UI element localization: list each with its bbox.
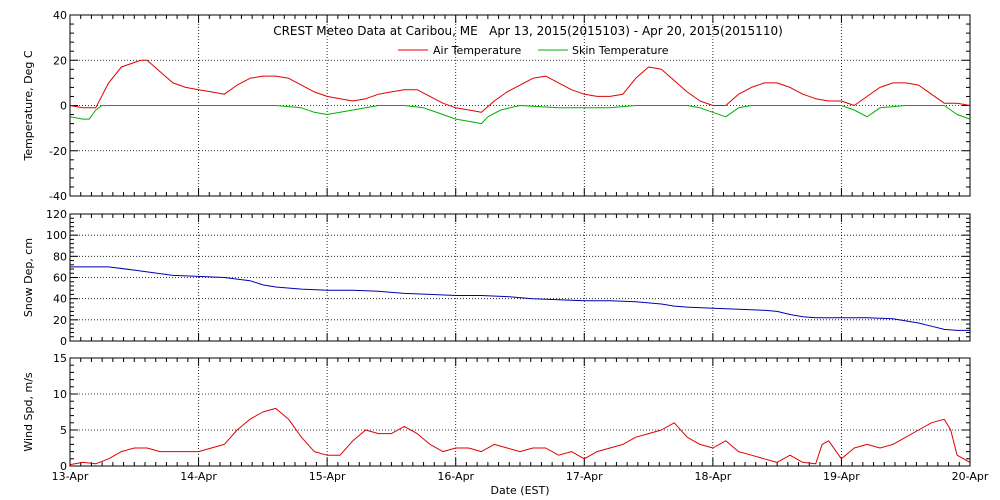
panel-0: -40 -20 0 20 40 Temperature, Deg C (22, 9, 971, 203)
x-tick-label-13-apr: 13-Apr (52, 470, 89, 483)
panel-2-frame (69, 357, 971, 467)
panel-1-ytick-label-1: 20 (53, 314, 67, 327)
panel-0-ytick-label-0: -40 (49, 190, 67, 203)
x-tick-label-20-apr: 20-Apr (952, 470, 989, 483)
panel-0-frame (69, 14, 971, 197)
chart-title: CREST Meteo Data at Caribou, ME Apr 13, … (273, 24, 783, 38)
panel-1: 0 20 40 60 80 100 120 Snow Dep, cm (22, 208, 971, 348)
panel-2: 0 5 10 15 Wind Spd, m/s (22, 352, 971, 473)
x-tick-labels: 13-Apr 14-Apr 15-Apr 16-Apr 17-Apr 18-Apr 19-A… (52, 470, 989, 483)
panel-1-ytick-label-3: 60 (53, 272, 67, 285)
x-tick-label-15-apr: 15-Apr (309, 470, 346, 483)
x-tick-label-16-apr: 16-Apr (437, 470, 474, 483)
panel-0-ytick-label-2: 0 (60, 100, 67, 113)
panel-2-ytick-label-1: 5 (60, 424, 67, 437)
x-tick-label-17-apr: 17-Apr (566, 470, 603, 483)
panel-0-ytick-label-3: 20 (53, 54, 67, 67)
panel-1-ytick-label-0: 0 (60, 335, 67, 348)
panel-2-ytick-label-2: 10 (53, 388, 67, 401)
panel-1-ytick-label-2: 40 (53, 293, 67, 306)
panel-0-ytick-label-4: 40 (53, 9, 67, 22)
panel-1-series-0-line (70, 266, 970, 331)
legend-label-air-temperature: Air Temperature (433, 44, 522, 57)
panel-2-series-0-line (69, 407, 971, 466)
panel-2-ytick-label-3: 15 (53, 352, 67, 365)
panel-1-ytick-label-4: 80 (53, 250, 67, 263)
panel-0-ytick-label-1: -20 (49, 145, 67, 158)
panel-0-y-axis-title: Temperature, Deg C (22, 50, 35, 161)
legend: Air Temperature Skin Temperature (398, 44, 669, 57)
x-tick-label-18-apr: 18-Apr (694, 470, 731, 483)
x-tick-label-14-apr: 14-Apr (180, 470, 217, 483)
panel-1-ytick-label-6: 120 (46, 208, 67, 221)
panel-2-y-axis-title: Wind Spd, m/s (22, 372, 35, 452)
x-tick-label-19-apr: 19-Apr (823, 470, 860, 483)
x-axis-title: Date (EST) (490, 484, 549, 497)
panels-layer: -40 -20 0 20 40 Temperature, Deg C 0 20 40 60 80 10… (22, 9, 971, 473)
panel-1-y-axis-title: Snow Dep, cm (22, 238, 35, 317)
legend-label-skin-temperature: Skin Temperature (572, 44, 669, 57)
panel-1-ytick-label-5: 100 (46, 229, 67, 242)
panel-2-ytick-label-0: 0 (60, 460, 67, 473)
panel-0-series-skin-temperature-line (69, 105, 971, 125)
panel-0-series-air-temperature-line (69, 59, 971, 113)
panel-1-frame (69, 213, 971, 342)
